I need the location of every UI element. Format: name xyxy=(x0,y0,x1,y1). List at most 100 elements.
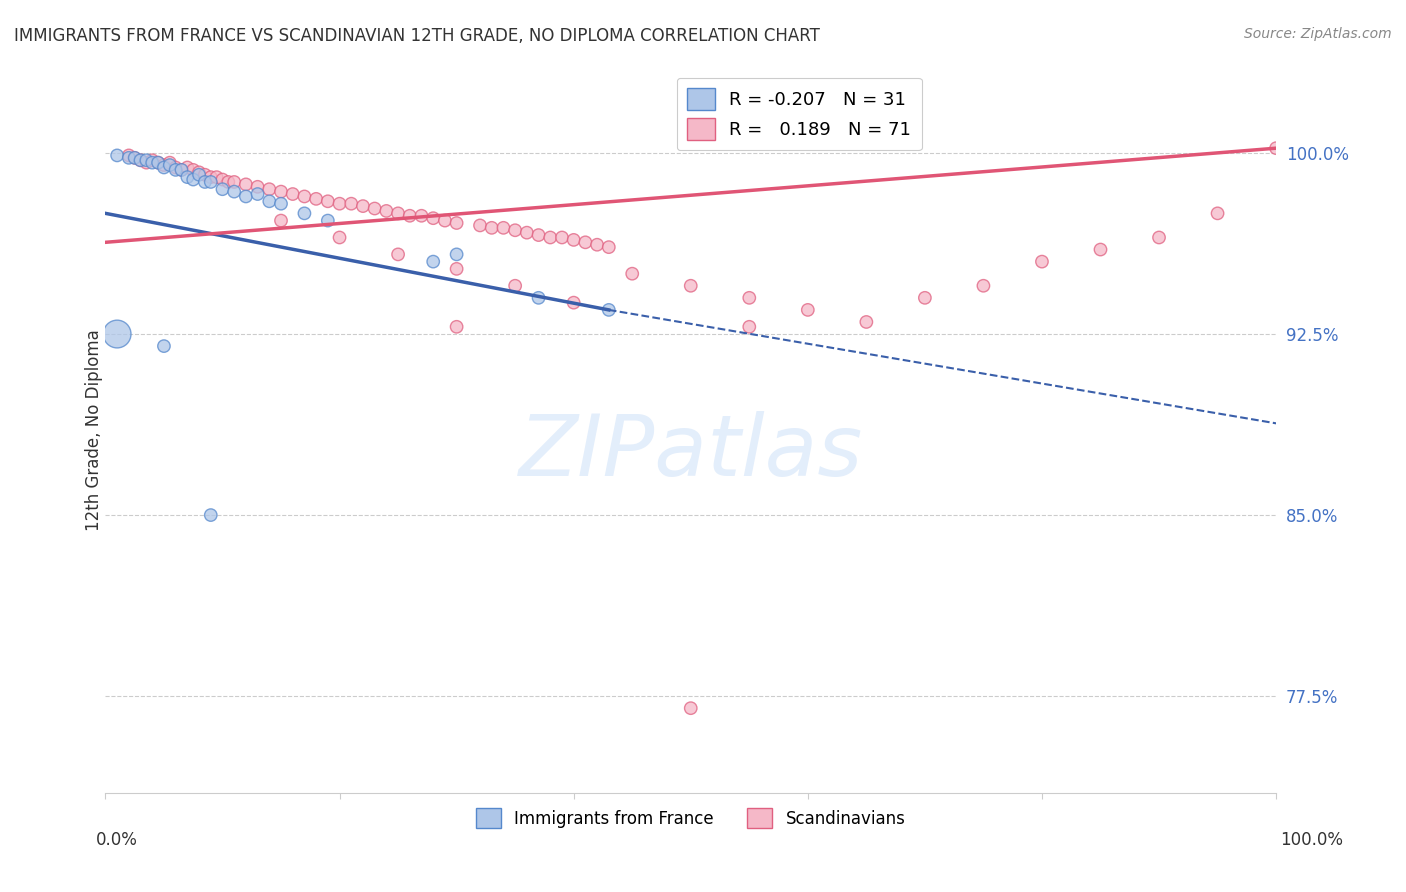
Point xyxy=(259,182,281,196)
Point xyxy=(446,319,468,334)
Point xyxy=(446,247,468,261)
Point xyxy=(492,220,515,235)
Point xyxy=(235,189,257,203)
Point xyxy=(294,206,316,220)
Point xyxy=(1147,230,1170,244)
Point xyxy=(159,155,181,169)
Point xyxy=(129,153,152,168)
Point xyxy=(503,223,526,237)
Point xyxy=(433,213,456,227)
Point xyxy=(738,291,761,305)
Point xyxy=(181,172,204,186)
Point xyxy=(211,182,233,196)
Point xyxy=(398,209,420,223)
Point xyxy=(124,151,146,165)
Point xyxy=(328,230,350,244)
Point xyxy=(105,326,128,341)
Point xyxy=(387,206,409,220)
Text: IMMIGRANTS FROM FRANCE VS SCANDINAVIAN 12TH GRADE, NO DIPLOMA CORRELATION CHART: IMMIGRANTS FROM FRANCE VS SCANDINAVIAN 1… xyxy=(14,27,820,45)
Point xyxy=(598,240,620,254)
Legend: Immigrants from France, Scandinavians: Immigrants from France, Scandinavians xyxy=(470,801,912,835)
Point xyxy=(527,291,550,305)
Point xyxy=(574,235,596,250)
Point xyxy=(165,161,187,175)
Point xyxy=(146,155,169,169)
Text: Source: ZipAtlas.com: Source: ZipAtlas.com xyxy=(1244,27,1392,41)
Point xyxy=(598,302,620,317)
Point xyxy=(516,226,538,240)
Point xyxy=(446,261,468,276)
Point xyxy=(316,213,339,227)
Point xyxy=(176,161,198,175)
Point xyxy=(328,196,350,211)
Point xyxy=(181,162,204,177)
Point xyxy=(118,151,141,165)
Point xyxy=(124,151,146,165)
Point xyxy=(281,187,304,202)
Point xyxy=(294,189,316,203)
Point xyxy=(855,315,877,329)
Point xyxy=(165,162,187,177)
Point xyxy=(205,170,228,185)
Point xyxy=(481,220,503,235)
Point xyxy=(194,168,217,182)
Text: 100.0%: 100.0% xyxy=(1279,831,1343,849)
Point xyxy=(797,302,820,317)
Y-axis label: 12th Grade, No Diploma: 12th Grade, No Diploma xyxy=(86,330,103,532)
Point xyxy=(387,247,409,261)
Point xyxy=(270,185,292,199)
Point xyxy=(159,158,181,172)
Point xyxy=(200,170,222,185)
Point xyxy=(1090,243,1112,257)
Point xyxy=(200,508,222,522)
Point xyxy=(211,172,233,186)
Point xyxy=(679,278,702,293)
Point xyxy=(153,158,176,172)
Point xyxy=(135,153,157,168)
Point xyxy=(270,196,292,211)
Point xyxy=(259,194,281,209)
Point xyxy=(235,178,257,192)
Point xyxy=(1265,141,1288,155)
Point xyxy=(340,196,363,211)
Text: 0.0%: 0.0% xyxy=(96,831,138,849)
Point xyxy=(200,175,222,189)
Point xyxy=(305,192,328,206)
Point xyxy=(621,267,644,281)
Point xyxy=(176,170,198,185)
Point xyxy=(738,319,761,334)
Point xyxy=(538,230,561,244)
Point xyxy=(562,295,585,310)
Point xyxy=(188,168,211,182)
Point xyxy=(270,213,292,227)
Point xyxy=(446,216,468,230)
Point xyxy=(679,701,702,715)
Point xyxy=(363,202,385,216)
Point xyxy=(224,185,246,199)
Point xyxy=(217,175,239,189)
Point xyxy=(422,211,444,226)
Point xyxy=(170,162,193,177)
Point xyxy=(105,148,128,162)
Point xyxy=(422,254,444,268)
Point xyxy=(586,237,609,252)
Point xyxy=(316,194,339,209)
Point xyxy=(914,291,936,305)
Point xyxy=(146,155,169,169)
Point xyxy=(170,162,193,177)
Point xyxy=(246,179,269,194)
Point xyxy=(118,148,141,162)
Point xyxy=(141,155,163,169)
Point xyxy=(411,209,433,223)
Point xyxy=(468,219,491,233)
Point xyxy=(503,278,526,293)
Text: ZIPatlas: ZIPatlas xyxy=(519,411,863,494)
Point xyxy=(1031,254,1053,268)
Point xyxy=(375,203,398,218)
Point xyxy=(352,199,374,213)
Point xyxy=(1206,206,1229,220)
Point xyxy=(562,233,585,247)
Point xyxy=(246,187,269,202)
Point xyxy=(527,228,550,243)
Point xyxy=(224,175,246,189)
